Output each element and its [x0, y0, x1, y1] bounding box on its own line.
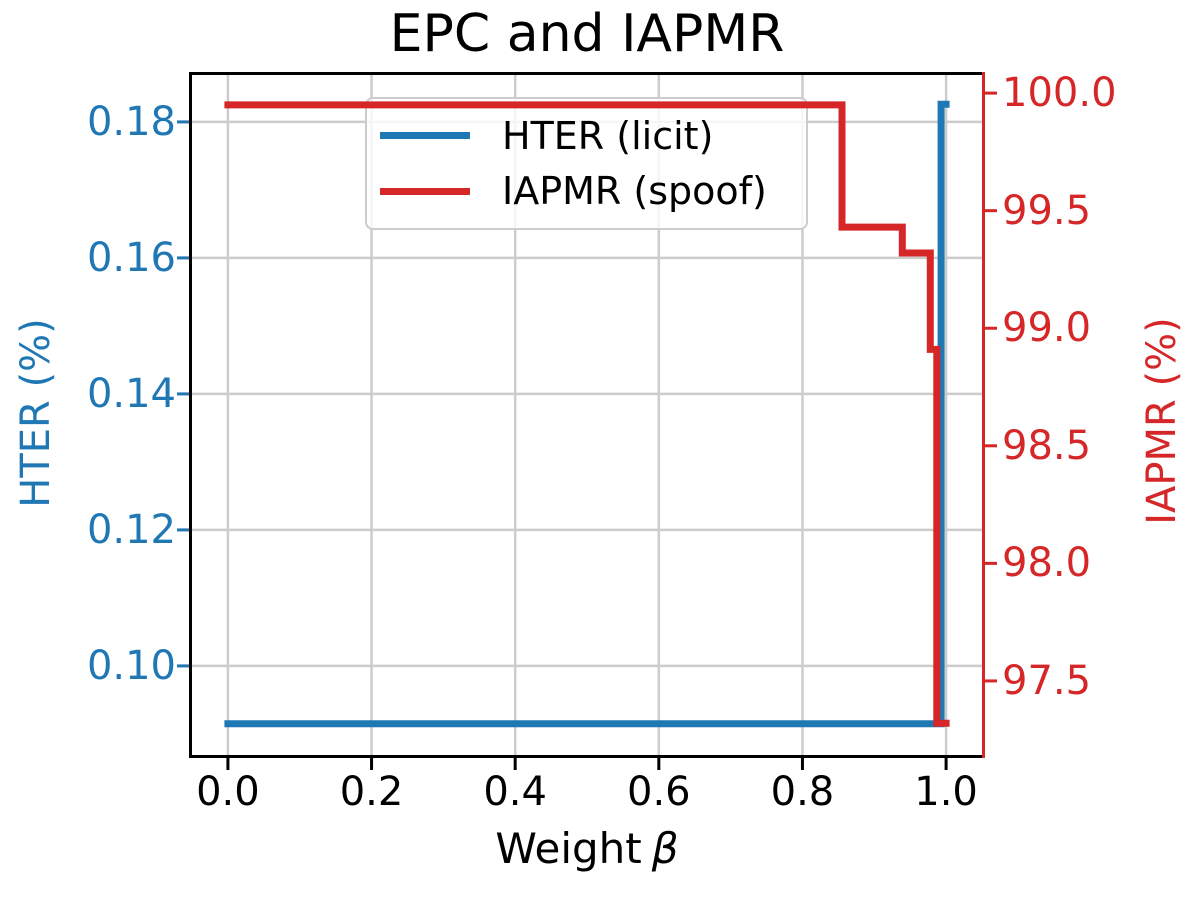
legend-label-iapmr: IAPMR (spoof)	[502, 169, 767, 214]
legend-label-hter: HTER (licit)	[502, 113, 714, 158]
iapmr-line-swatch	[380, 187, 470, 195]
legend-item-hter: HTER (licit)	[367, 117, 806, 155]
legend-item-iapmr: IAPMR (spoof)	[367, 172, 806, 210]
legend: HTER (licit) IAPMR (spoof)	[365, 97, 808, 230]
hter-line-swatch	[380, 132, 470, 140]
